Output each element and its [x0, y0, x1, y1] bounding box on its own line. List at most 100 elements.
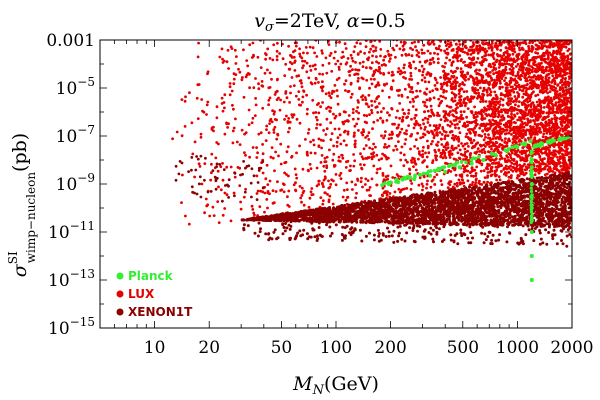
lux-point — [488, 102, 492, 106]
lux-point — [564, 144, 568, 148]
lux-point — [321, 51, 324, 55]
lux-point — [381, 174, 385, 177]
lux-point — [254, 77, 257, 80]
lux-point — [553, 95, 556, 99]
lux-point — [298, 55, 302, 58]
lux-point — [423, 91, 427, 95]
lux-point — [528, 37, 531, 40]
lux-point — [551, 131, 555, 135]
lux-point — [537, 86, 540, 90]
lux-point — [558, 86, 562, 89]
lux-point — [475, 60, 478, 64]
lux-point — [489, 53, 493, 57]
lux-point — [513, 50, 517, 54]
lux-point — [271, 58, 275, 62]
lux-point — [381, 89, 384, 93]
lux-point — [525, 32, 528, 35]
lux-point — [302, 203, 306, 207]
lux-point — [465, 90, 469, 93]
lux-point — [220, 102, 224, 105]
lux-point — [509, 127, 512, 130]
lux-point — [478, 61, 482, 65]
lux-point — [264, 37, 267, 40]
lux-point — [251, 146, 255, 149]
lux-point — [422, 43, 426, 47]
lux-point — [366, 37, 369, 40]
lux-point — [322, 185, 325, 189]
lux-point — [533, 137, 537, 141]
lux-point — [346, 159, 350, 163]
lux-point — [303, 59, 307, 63]
lux-point — [477, 94, 481, 97]
lux-point — [265, 163, 269, 167]
lux-point — [429, 58, 432, 62]
lux-point — [313, 151, 317, 155]
lux-point — [409, 74, 413, 78]
lux-point — [448, 124, 452, 128]
lux-point — [436, 61, 440, 65]
lux-point — [512, 67, 515, 70]
lux-point — [561, 167, 565, 171]
lux-point — [351, 59, 355, 63]
lux-point — [399, 151, 403, 155]
lux-point — [553, 116, 557, 120]
lux-point — [449, 77, 452, 81]
lux-point — [466, 52, 470, 56]
lux-point — [232, 107, 235, 111]
lux-point — [418, 69, 421, 73]
lux-point — [226, 126, 230, 129]
lux-point — [553, 51, 556, 55]
lux-point — [282, 190, 286, 194]
lux-point — [561, 44, 565, 47]
lux-point — [489, 90, 493, 94]
lux-point — [398, 190, 402, 194]
lux-point — [332, 152, 336, 156]
lux-point — [365, 114, 369, 118]
lux-point — [217, 185, 220, 189]
lux-point — [349, 82, 353, 86]
lux-point — [565, 148, 568, 152]
lux-point — [516, 153, 520, 157]
lux-point — [535, 151, 538, 155]
xenon-point — [397, 234, 401, 238]
lux-point — [465, 115, 468, 119]
lux-point — [337, 65, 341, 69]
lux-point — [372, 70, 376, 73]
lux-point — [233, 48, 237, 52]
lux-point — [257, 87, 261, 91]
lux-point — [346, 132, 350, 136]
lux-point — [411, 105, 415, 108]
lux-point — [498, 70, 501, 73]
lux-point — [216, 200, 220, 204]
lux-point — [275, 137, 279, 141]
lux-point — [425, 165, 429, 169]
lux-point — [542, 71, 545, 74]
lux-point — [408, 77, 412, 81]
lux-point — [546, 164, 549, 168]
lux-point — [366, 179, 370, 183]
lux-point — [329, 183, 333, 186]
lux-point — [353, 159, 357, 163]
lux-point — [372, 142, 375, 146]
lux-point — [539, 158, 543, 162]
lux-point — [387, 144, 391, 148]
lux-point — [527, 96, 530, 99]
lux-point — [390, 130, 394, 134]
lux-point — [442, 145, 446, 149]
lux-point — [486, 162, 489, 166]
lux-point — [551, 107, 555, 110]
lux-point — [263, 71, 267, 75]
lux-point — [519, 111, 523, 115]
lux-point — [367, 56, 371, 60]
lux-point — [255, 174, 259, 178]
lux-point — [462, 170, 466, 174]
lux-point — [374, 106, 378, 109]
lux-point — [456, 184, 459, 188]
lux-point — [521, 146, 525, 150]
lux-point — [209, 178, 213, 182]
lux-point — [206, 72, 209, 76]
lux-point — [193, 140, 197, 144]
lux-point — [191, 152, 195, 156]
lux-point — [266, 191, 270, 195]
lux-point — [456, 101, 460, 105]
